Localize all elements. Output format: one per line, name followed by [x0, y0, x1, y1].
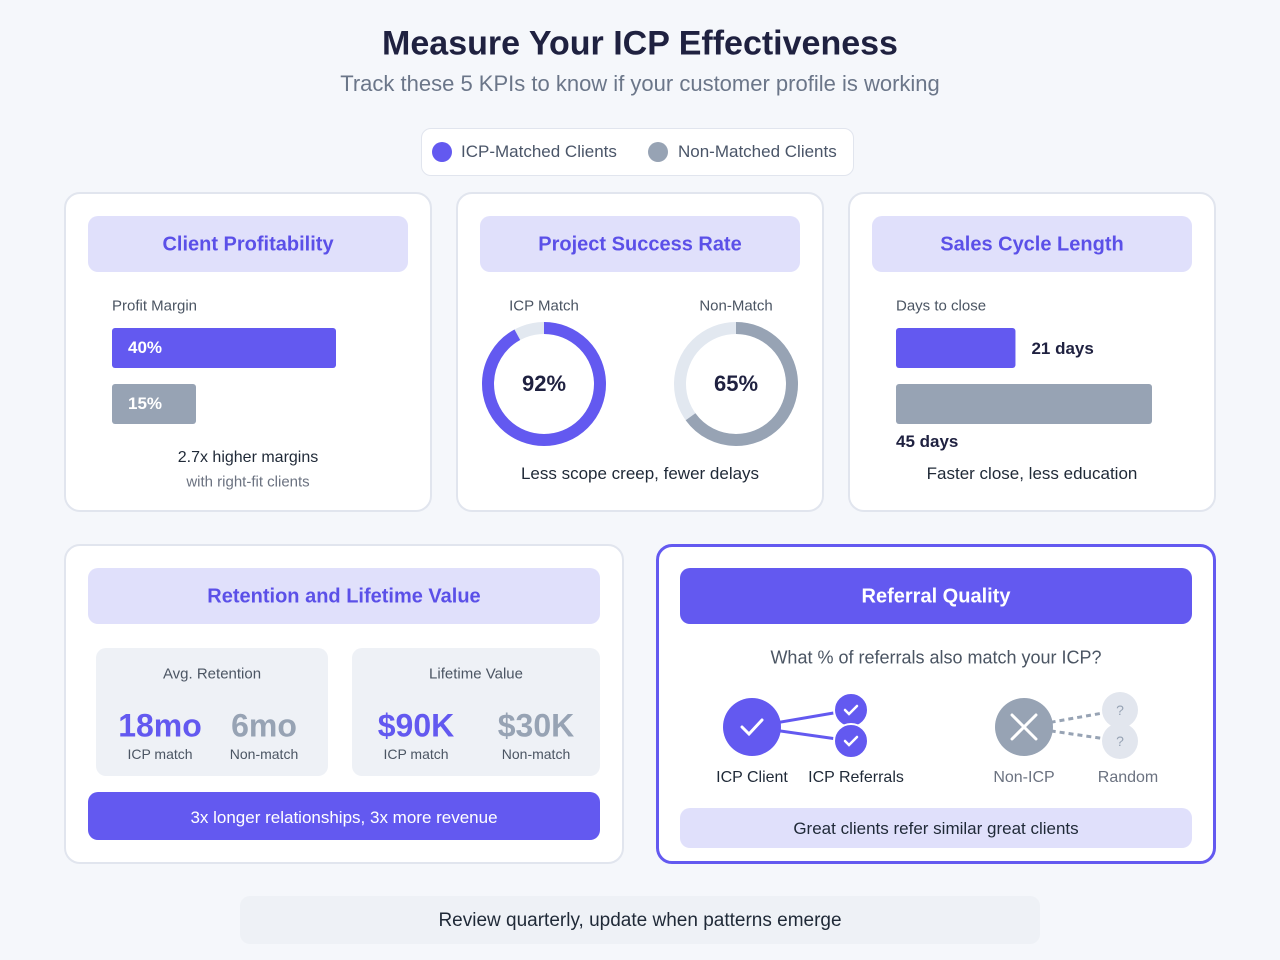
cross	[1010, 713, 1038, 741]
check	[740, 718, 764, 737]
box-title: Avg. Retention	[162, 665, 262, 683]
unknown-mark: ?	[1116, 702, 1124, 718]
stat-label: Non-match	[229, 746, 299, 762]
note: Less scope creep, fewer delays	[520, 464, 760, 483]
bar-label: 15%	[128, 394, 163, 413]
note: Faster close, less education	[926, 464, 1138, 483]
bar-label: 40%	[128, 338, 163, 357]
donut-arc	[674, 322, 798, 446]
card-header	[88, 568, 600, 624]
node-label: ICP Client	[716, 769, 788, 786]
banner	[88, 792, 600, 840]
referral-diagram	[723, 692, 1138, 759]
banner	[680, 808, 1192, 848]
node-label: ICP Referrals	[808, 769, 904, 786]
subnote: with right-fit clients	[186, 473, 310, 491]
stat-value: 6mo	[231, 707, 297, 744]
card-title: Sales Cycle Length	[940, 233, 1124, 256]
bar-label: 45 days	[896, 432, 959, 451]
bar	[112, 328, 336, 368]
card-header	[88, 216, 408, 272]
bar	[112, 384, 196, 424]
stat-label: Non-match	[501, 746, 571, 762]
legend-label: Non-Matched Clients	[678, 142, 837, 161]
stat-value: 18mo	[118, 707, 202, 744]
referral-icon	[833, 692, 869, 728]
node-label: Random	[1097, 769, 1159, 786]
box-title: Lifetime Value	[429, 665, 523, 683]
footer: Review quarterly, update when patterns e…	[438, 910, 842, 931]
bar-label: 21 days	[1031, 339, 1094, 358]
icp-client-icon	[723, 698, 781, 756]
random-icon	[1102, 692, 1138, 728]
card-title: Referral Quality	[861, 585, 1011, 608]
stat-label: ICP match	[127, 746, 193, 762]
card-header	[872, 216, 1192, 272]
card-title: Client Profitability	[162, 233, 334, 256]
stat-value: $90K	[377, 707, 455, 744]
legend-label: ICP-Matched Clients	[461, 142, 617, 161]
title: Measure Your ICP Effectiveness	[382, 24, 898, 63]
legend-box	[421, 128, 854, 176]
stat-box	[96, 648, 328, 776]
note: 2.7x higher margins	[177, 449, 319, 466]
axis-label: Days to close	[896, 297, 987, 315]
banner-text: 3x longer relationships, 3x more revenue	[190, 808, 498, 827]
stat-box	[352, 648, 600, 776]
card-title: Project Success Rate	[538, 233, 742, 256]
bar	[896, 328, 1016, 368]
donut-label: 92%	[521, 371, 567, 396]
check	[843, 735, 859, 747]
donut-name: Non-Match	[699, 297, 773, 315]
question: What % of referrals also match your ICP?	[770, 647, 1102, 668]
connector	[1023, 725, 1121, 743]
bar	[896, 384, 1152, 424]
node-label: Non-ICP	[993, 769, 1055, 786]
donut-name: ICP Match	[509, 297, 579, 315]
stat-value: $30K	[497, 707, 575, 744]
stat-label: ICP match	[383, 746, 449, 762]
random-icon	[1102, 723, 1138, 759]
banner-text: Great clients refer similar great client…	[793, 819, 1079, 838]
card-header	[680, 568, 1192, 624]
legend-dot	[432, 142, 452, 162]
footer-box	[240, 896, 1040, 944]
referral-icon	[833, 723, 869, 759]
card-header	[480, 216, 800, 272]
donut-arc	[482, 322, 606, 446]
check	[843, 704, 859, 716]
subtitle: Track these 5 KPIs to know if your custo…	[340, 71, 940, 96]
card-title: Retention and Lifetime Value	[207, 585, 481, 608]
legend-dot	[648, 142, 668, 162]
axis-label: Profit Margin	[112, 297, 198, 315]
unknown-mark: ?	[1116, 733, 1124, 749]
donut-label: 65%	[713, 371, 759, 396]
